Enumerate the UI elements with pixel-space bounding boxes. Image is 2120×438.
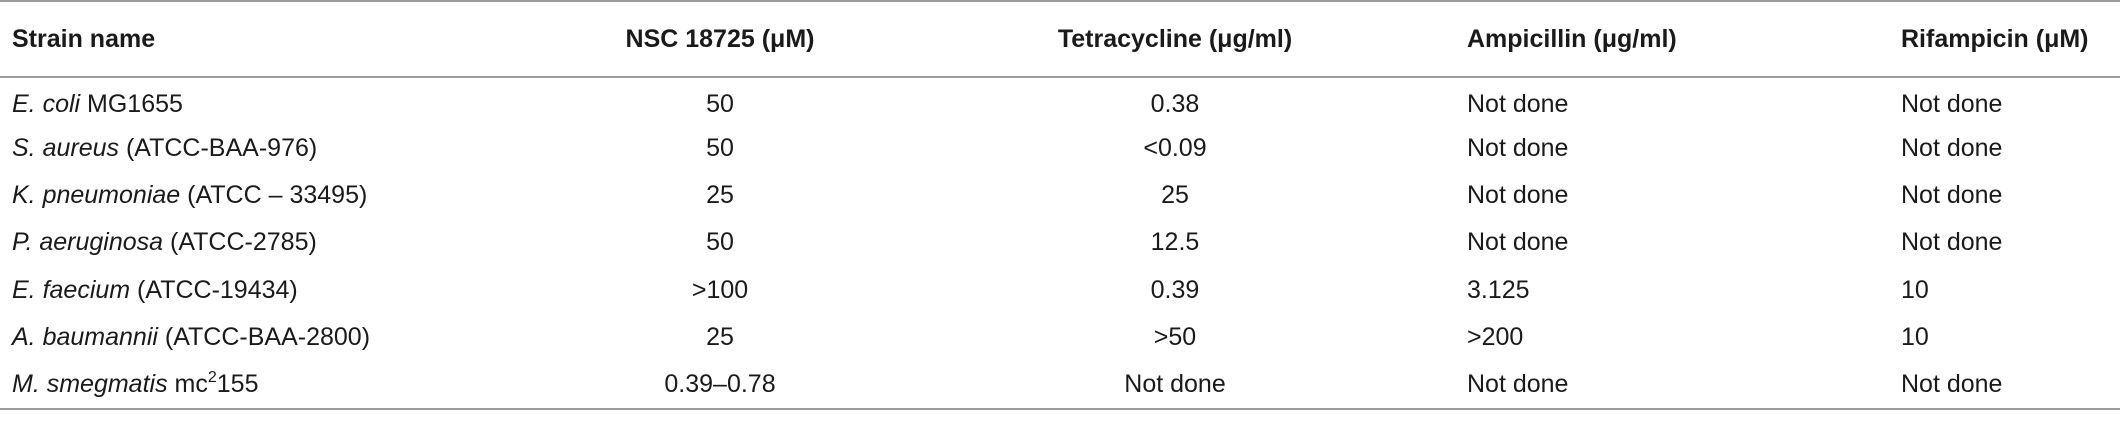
ampicillin-value: Not done [1467,89,1569,118]
strain-id: (ATCC-2785) [163,228,317,257]
tetracycline-value: 25 [1161,180,1189,209]
rifampicin-value: Not done [1889,361,2120,410]
table-row: P. aeruginosa (ATCC-2785) 50 12.5 Not do… [0,219,2120,266]
table-row: K. pneumoniae (ATCC – 33495) 25 25 Not d… [0,172,2120,219]
mic-table: Strain name NSC 18725 (μM) Tetracycline … [0,0,2120,410]
nsc-value: 0.39–0.78 [545,361,895,410]
nsc-value: 50 [706,89,734,118]
header-nsc-18725: NSC 18725 (μM) [545,0,895,78]
strain-cell: A. baumannii (ATCC-BAA-2800) [0,314,545,361]
table-row: M. smegmatis mc2155 0.39–0.78 Not done N… [0,361,2120,410]
species-name: E. faecium [12,275,131,304]
strain-id-suffix: 155 [216,370,259,399]
table-row: E. faecium (ATCC-19434) >100 0.39 3.125 … [0,267,2120,314]
ampicillin-value: Not done [1467,133,1569,162]
header-ampicillin: Ampicillin (μg/ml) [1455,0,1889,78]
rifampicin-value: Not done [1901,133,2003,162]
rifampicin-value: 10 [1901,323,1929,352]
ampicillin-value: 3.125 [1467,275,1530,304]
tetracycline-value: Not done [895,361,1455,410]
strain-id: (ATCC – 33495) [180,180,368,209]
header-tetracycline: Tetracycline (μg/ml) [895,0,1455,78]
strain-cell: S. aureus (ATCC-BAA-976) [0,124,545,171]
tetracycline-value: 0.38 [1150,89,1200,118]
tetracycline-value: >50 [1153,323,1197,352]
strain-cell: E. coli MG1655 [0,77,545,124]
rifampicin-value: Not done [1901,180,2003,209]
strain-cell: E. faecium (ATCC-19434) [0,267,545,314]
nsc-value: 25 [706,323,734,352]
strain-id: MG1655 [80,89,183,118]
superscript: 2 [207,369,217,387]
strain-id: (ATCC-19434) [130,275,298,304]
tetracycline-value: <0.09 [1143,133,1207,162]
strain-id: mc [167,370,208,399]
species-name: M. smegmatis [12,370,168,399]
ampicillin-value: Not done [1455,361,1889,410]
nsc-value: >100 [691,275,749,304]
table-row: S. aureus (ATCC-BAA-976) 50 <0.09 Not do… [0,124,2120,171]
ampicillin-value: >200 [1467,323,1524,352]
rifampicin-value: Not done [1901,89,2003,118]
ampicillin-value: Not done [1467,228,1569,257]
rifampicin-value: Not done [1901,228,2003,257]
species-name: P. aeruginosa [12,228,164,257]
strain-cell: K. pneumoniae (ATCC – 33495) [0,172,545,219]
species-name: S. aureus [12,133,120,162]
table-row: E. coli MG1655 50 0.38 Not done Not done [0,77,2120,124]
table-row: A. baumannii (ATCC-BAA-2800) 25 >50 >200… [0,314,2120,361]
species-name: E. coli [12,89,81,118]
species-name: A. baumannii [12,323,158,352]
ampicillin-value: Not done [1467,180,1569,209]
strain-cell: M. smegmatis mc2155 [0,361,545,410]
nsc-value: 50 [706,228,734,257]
tetracycline-value: 12.5 [1150,228,1200,257]
strain-cell: P. aeruginosa (ATCC-2785) [0,219,545,266]
header-row: Strain name NSC 18725 (μM) Tetracycline … [0,0,2120,78]
strain-id: (ATCC-BAA-2800) [157,323,371,352]
nsc-value: 25 [706,180,734,209]
tetracycline-value: 0.39 [1150,275,1200,304]
nsc-value: 50 [706,133,734,162]
strain-id: (ATCC-BAA-976) [119,133,318,162]
rifampicin-value: 10 [1901,275,1929,304]
header-strain-name: Strain name [0,0,545,78]
species-name: K. pneumoniae [12,180,181,209]
header-rifampicin: Rifampicin (μM) [1889,0,2120,78]
